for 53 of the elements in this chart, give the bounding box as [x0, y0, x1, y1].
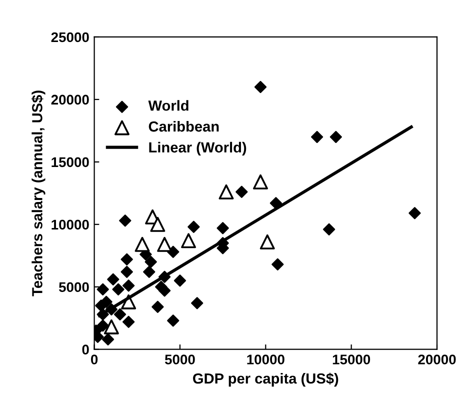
point — [167, 314, 180, 327]
point — [157, 236, 172, 252]
point — [96, 283, 109, 296]
point — [152, 300, 164, 313]
point — [100, 296, 112, 308]
point — [174, 274, 186, 287]
point — [188, 220, 200, 233]
legend-label: Linear (World) — [149, 142, 246, 156]
point — [144, 256, 157, 268]
y-axis-title: Teachers salary (annual, US$) — [31, 90, 46, 296]
y-tick-label: 15000 — [52, 157, 89, 168]
y-tick-label: 5000 — [58, 282, 89, 292]
point — [120, 253, 133, 266]
point — [272, 258, 284, 270]
x-axis-title: GDP per capita (US$) — [193, 372, 338, 387]
point — [104, 319, 119, 334]
x-tick-label: 0 — [90, 354, 98, 364]
point — [112, 283, 124, 296]
point — [143, 266, 156, 278]
y-tick-label: 20000 — [51, 94, 89, 105]
point — [119, 214, 132, 227]
point — [102, 333, 114, 346]
point — [114, 308, 126, 320]
x-tick-label: 20000 — [418, 354, 456, 364]
legend-label: Caribbean — [148, 120, 219, 132]
point — [158, 284, 171, 297]
x-tick-label: 5000 — [164, 354, 195, 364]
point — [310, 130, 324, 144]
x-tick-label: 10000 — [247, 354, 284, 364]
x-tick-label: 15000 — [332, 354, 370, 364]
point — [322, 223, 336, 236]
point — [330, 130, 342, 144]
point — [134, 236, 150, 252]
point — [236, 186, 248, 198]
point — [96, 320, 109, 332]
point — [216, 222, 229, 234]
point — [122, 316, 135, 328]
point — [260, 234, 275, 250]
point — [120, 266, 133, 278]
point — [191, 297, 204, 310]
point — [253, 174, 268, 190]
point — [254, 80, 267, 94]
point — [150, 216, 166, 232]
point — [270, 197, 282, 210]
point — [408, 207, 421, 220]
point — [107, 273, 120, 286]
point — [122, 280, 135, 292]
legend-label: World — [148, 100, 188, 111]
point — [218, 184, 234, 200]
y-tick-label: 25000 — [51, 32, 89, 42]
point — [181, 233, 196, 248]
y-tick-label: 10000 — [52, 220, 89, 230]
y-tick-label: 0 — [82, 344, 89, 355]
